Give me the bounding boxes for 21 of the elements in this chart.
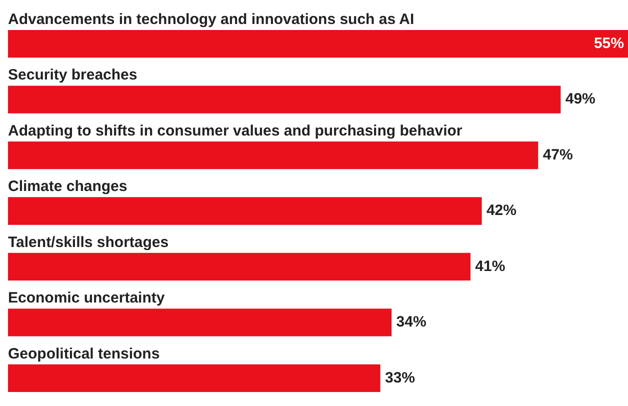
data-label: 33% xyxy=(385,369,416,386)
y-tick-label: Economic uncertainty xyxy=(8,290,166,307)
y-tick-label: Advancements in technology and innovations such as AI xyxy=(8,11,414,28)
data-label: 47% xyxy=(542,146,573,164)
bar xyxy=(8,197,482,225)
data-label: 55% xyxy=(594,35,624,52)
y-tick-label: Geopolitical tensions xyxy=(8,345,160,362)
y-tick-label: Talent/skills shortages xyxy=(8,234,169,251)
bar xyxy=(8,308,392,336)
data-label: 42% xyxy=(486,202,516,220)
y-tick-label: Adapting to shifts in consumer values and purchasing behavior xyxy=(8,122,462,140)
data-label: 34% xyxy=(396,314,426,331)
bar xyxy=(8,30,628,58)
bar xyxy=(8,252,471,281)
bar xyxy=(8,364,380,392)
data-label: 41% xyxy=(475,258,506,275)
y-tick-label: Climate changes xyxy=(8,178,128,196)
data-label: 49% xyxy=(565,90,596,108)
bar xyxy=(8,141,538,170)
y-tick-label: Security breaches xyxy=(8,66,138,84)
bar xyxy=(8,86,561,114)
